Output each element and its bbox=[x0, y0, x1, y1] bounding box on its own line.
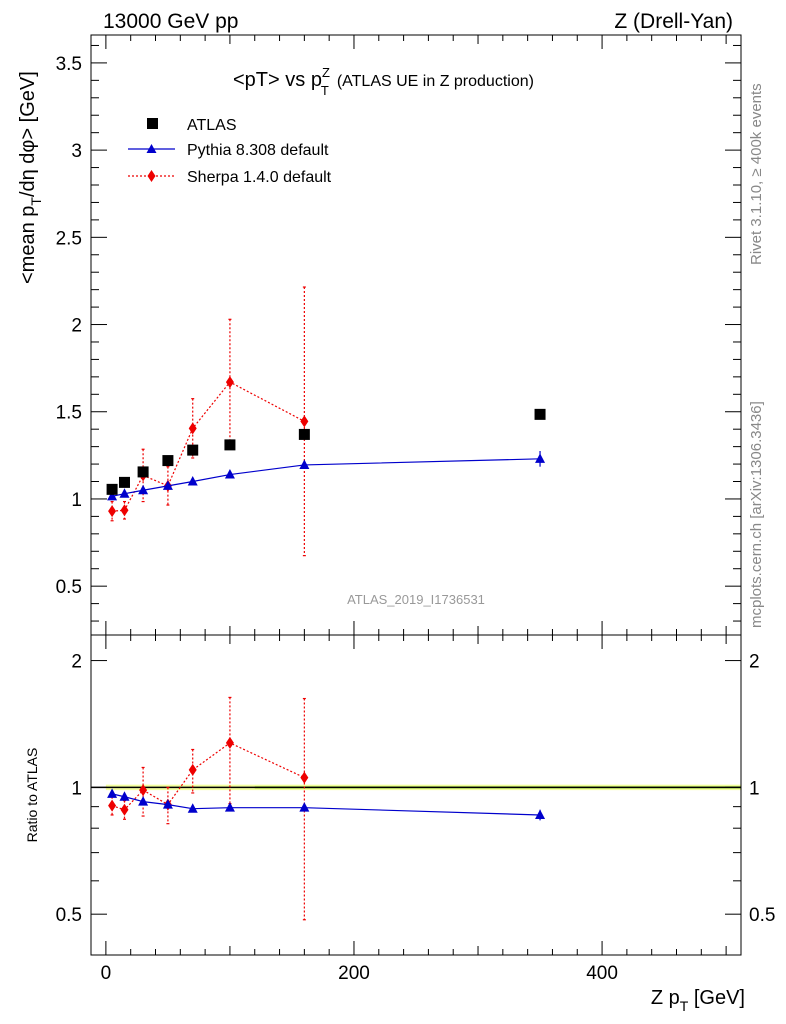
x-axis-label: Z pT [GeV] bbox=[651, 987, 745, 1014]
title-superscript: Z bbox=[322, 65, 330, 80]
ratio-point-pythia bbox=[107, 788, 118, 798]
legend-marker-atlas bbox=[147, 118, 158, 129]
ylabel-pre: <mean p bbox=[17, 206, 39, 284]
main-point-atlas bbox=[118, 476, 130, 488]
ylabel-subscript: T bbox=[28, 197, 44, 206]
mcplots-label: mcplots.cern.ch [arXiv:1306.3436] bbox=[748, 401, 765, 628]
main-title: <pT> vs pZ T (ATLAS UE in Z production) bbox=[233, 65, 534, 98]
title-suffix: (ATLAS UE in Z production) bbox=[337, 73, 534, 90]
ratio-frame bbox=[90, 634, 742, 956]
legend: ATLAS Pythia 8.308 default Sherpa 1.4.0 … bbox=[128, 117, 332, 186]
ratio-line-sherpa bbox=[111, 742, 305, 811]
legend-label-pythia: Pythia 8.308 default bbox=[187, 142, 329, 159]
legend-label-sherpa: Sherpa 1.4.0 default bbox=[187, 169, 332, 186]
ratio-point-sherpa bbox=[108, 799, 117, 812]
xlabel-subscript: T bbox=[680, 998, 689, 1014]
x-tick-label: 400 bbox=[586, 963, 618, 984]
ratio-y-tick-label-right: 2 bbox=[749, 652, 760, 673]
main-point-pythia bbox=[535, 453, 546, 463]
y-tick-label: 1 bbox=[71, 490, 82, 511]
ratio-y-tick-label: 1 bbox=[71, 778, 82, 799]
ratio-y-tick-label-right: 1 bbox=[749, 778, 760, 799]
legend-label-atlas: ATLAS bbox=[187, 117, 237, 134]
main-point-pythia bbox=[224, 469, 235, 479]
main-point-sherpa bbox=[225, 376, 234, 389]
ratio-point-sherpa bbox=[188, 763, 197, 776]
main-point-atlas bbox=[224, 439, 236, 451]
ratio-point-sherpa bbox=[300, 771, 309, 784]
ratio-line-pythia bbox=[111, 793, 541, 816]
ylabel-post: /dη dφ> [GeV] bbox=[17, 71, 39, 197]
main-point-sherpa bbox=[120, 504, 129, 517]
y-tick-label: 3 bbox=[71, 141, 82, 162]
ratio-point-sherpa bbox=[225, 736, 234, 749]
x-tick-label: 0 bbox=[101, 963, 112, 984]
ratio-ylabel: Ratio to ATLAS bbox=[24, 748, 40, 843]
main-point-pythia bbox=[107, 490, 118, 501]
ratio-y-tick-label-right: 0.5 bbox=[749, 905, 775, 926]
rivet-label: Rivet 3.1.10, ≥ 400k events bbox=[748, 83, 765, 265]
ratio-y-tick-label: 2 bbox=[71, 652, 82, 673]
main-point-atlas bbox=[298, 428, 310, 440]
ratio-point-pythia bbox=[187, 803, 198, 813]
main-point-sherpa bbox=[188, 422, 197, 435]
ratio-plot-area: 0 200 400 0.5 0.5 1 1 2 2 bbox=[56, 634, 775, 984]
main-point-pythia bbox=[138, 484, 149, 495]
analysis-watermark: ATLAS_2019_I1736531 bbox=[347, 592, 485, 607]
ratio-point-sherpa bbox=[139, 784, 148, 797]
main-point-atlas bbox=[187, 444, 199, 456]
xlabel-post: [GeV] bbox=[688, 987, 745, 1009]
xlabel-pre: Z p bbox=[651, 987, 680, 1009]
ratio-y-tick-label: 0.5 bbox=[56, 905, 82, 926]
title-main-text: <pT> vs p bbox=[233, 69, 322, 91]
y-tick-label: 2 bbox=[71, 316, 82, 337]
legend-marker-sherpa bbox=[147, 170, 156, 182]
header-process: Z (Drell-Yan) bbox=[614, 10, 733, 33]
main-point-atlas bbox=[106, 483, 118, 495]
y-tick-label: 3.5 bbox=[56, 54, 82, 75]
ratio-point-pythia bbox=[299, 802, 310, 812]
ratio-point-pythia bbox=[535, 809, 546, 819]
ratio-point-pythia bbox=[138, 796, 149, 806]
title-subscript: T bbox=[321, 83, 329, 98]
main-point-atlas bbox=[534, 408, 546, 420]
main-line-pythia bbox=[111, 458, 541, 497]
main-point-pythia bbox=[119, 488, 130, 498]
main-point-pythia bbox=[162, 480, 173, 490]
main-point-sherpa bbox=[108, 505, 117, 518]
header-energy: 13000 GeV pp bbox=[103, 10, 238, 33]
ratio-point-pythia bbox=[224, 802, 235, 812]
main-point-atlas bbox=[162, 455, 174, 467]
ratio-point-pythia bbox=[119, 791, 130, 801]
y-tick-label: 1.5 bbox=[56, 403, 82, 424]
main-point-pythia bbox=[299, 459, 310, 469]
main-ylabel: <mean pT/dη dφ> [GeV] bbox=[17, 71, 44, 284]
main-point-sherpa bbox=[300, 415, 309, 428]
y-tick-label: 0.5 bbox=[56, 577, 82, 598]
x-tick-label: 200 bbox=[338, 963, 370, 984]
y-tick-label: 2.5 bbox=[56, 228, 82, 249]
ratio-point-pythia bbox=[162, 799, 173, 809]
main-point-pythia bbox=[187, 476, 198, 486]
main-point-atlas bbox=[137, 466, 149, 478]
main-plot-area: 0.5 1 1.5 2 2.5 3 3.5 bbox=[56, 34, 742, 636]
legend-marker-pythia bbox=[146, 144, 157, 153]
ratio-point-sherpa bbox=[120, 803, 129, 816]
